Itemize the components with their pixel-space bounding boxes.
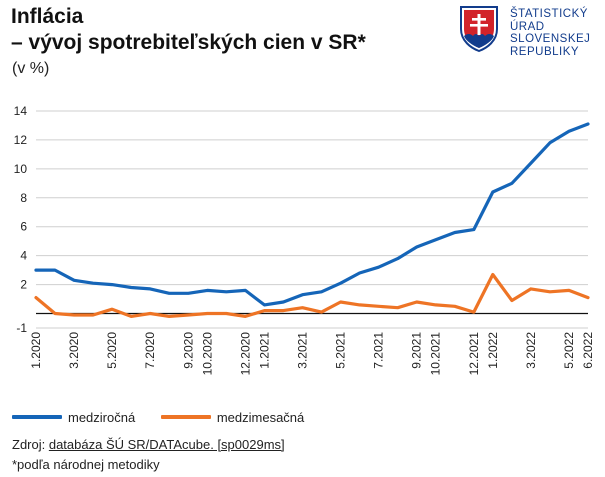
x-tick-label: 3.2021 [295, 332, 309, 369]
legend-label-yoy: medziročná [68, 409, 136, 425]
logo-line-4: REPUBLIKY [510, 45, 580, 58]
logo-line-3: SLOVENSKEJ [510, 33, 591, 45]
x-tick-label: 3.2020 [67, 332, 81, 369]
x-tick-label: 3.2022 [524, 332, 538, 369]
x-tick-label: 7.2020 [143, 332, 157, 369]
legend-item-yoy: medziročná [12, 410, 135, 425]
y-tick-label: 14 [14, 104, 28, 118]
methodology-note: *podľa národnej metodiky [12, 457, 160, 472]
y-tick-label: 4 [20, 249, 27, 263]
legend-label-mom: medzimesačná [216, 409, 305, 425]
x-tick-label: 9.2020 [181, 332, 195, 369]
source-prefix: Zdroj: [12, 437, 49, 452]
x-tick-label: 1.2021 [257, 332, 271, 369]
title-line-2: – vývoj spotrebiteľských cien v SR* [11, 31, 366, 54]
logo-line-2: ÚRAD [510, 20, 545, 33]
y-tick-label: 2 [20, 278, 27, 292]
y-tick-label: 6 [20, 220, 27, 234]
x-tick-label: 10.2021 [429, 332, 443, 376]
statistical-office-logo[interactable]: ŠTATISTICKÝ ÚRAD SLOVENSKEJ REPUBLIKY [459, 5, 599, 67]
coat-of-arms-icon [460, 6, 498, 53]
x-tick-label: 10.2020 [200, 332, 214, 376]
x-tick-label: 5.2020 [105, 332, 119, 369]
x-tick-label: 1.2022 [486, 332, 500, 369]
legend-item-mom: medzimesačná [160, 409, 305, 425]
organization-name: ŠTATISTICKÝ ÚRAD SLOVENSKEJ REPUBLIKY [510, 8, 590, 58]
y-tick-label: 12 [14, 133, 28, 147]
inflation-line-chart: -1 2 4 6 8 10 12 14 1.2020 3.2020 5.2020 7.2020 9.20… [14, 104, 595, 376]
x-tick-label: 1.2020 [29, 332, 43, 369]
chart-title: Inflácia – vývoj spotrebiteľských cien v… [11, 4, 366, 56]
unit-label: (v %) [12, 60, 50, 77]
x-tick-label: 6.2022 [581, 332, 595, 369]
x-tick-label: 9.2021 [410, 332, 424, 369]
x-tick-label: 7.2021 [372, 332, 386, 369]
y-tick-label: 10 [14, 162, 28, 176]
title-line-1: Inflácia [11, 5, 84, 28]
legend-swatch-mom [160, 415, 211, 419]
chart-legend: medziročná medzimesačná [12, 407, 326, 425]
source-line: Zdroj: databáza ŠÚ SR/DATAcube. [sp0029m… [12, 437, 285, 452]
x-tick-label: 12.2021 [467, 332, 481, 376]
y-tick-label: -1 [16, 321, 27, 335]
y-tick-label: 8 [20, 191, 27, 205]
source-link[interactable]: databáza ŠÚ SR/DATAcube. [sp0029ms] [48, 437, 285, 452]
x-tick-label: 5.2022 [562, 332, 576, 369]
x-tick-label: 5.2021 [334, 332, 348, 369]
logo-line-1: ŠTATISTICKÝ [510, 8, 588, 20]
legend-swatch-yoy [12, 415, 62, 419]
series-line-yoy [34, 122, 590, 307]
series-line-mom [34, 272, 590, 318]
x-tick-label: 12.2020 [238, 332, 252, 376]
